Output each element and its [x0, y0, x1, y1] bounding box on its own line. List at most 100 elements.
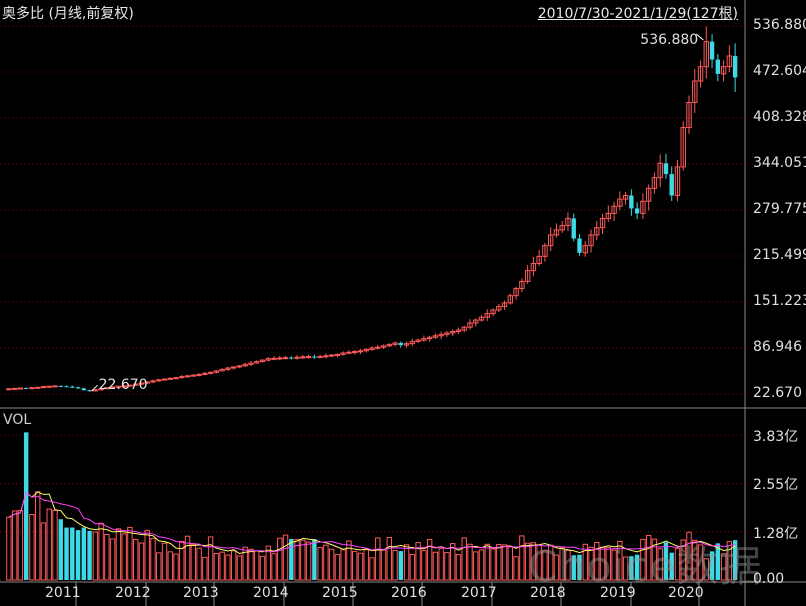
candle-body: [577, 238, 582, 253]
volume-bar: [524, 542, 531, 581]
volume-bar: [513, 556, 519, 581]
candle-body: [703, 41, 709, 68]
volume-bar: [248, 548, 254, 581]
price-tick-label: 408.328: [753, 108, 806, 125]
candle-body: [35, 386, 41, 389]
candle-body: [726, 55, 733, 68]
candle-body: [115, 385, 122, 388]
price-tick-label: 344.051: [753, 155, 806, 171]
volume-bar: [294, 539, 300, 581]
candle-body: [380, 345, 387, 348]
volume-bar: [426, 539, 433, 581]
x-tick-label: 2018: [530, 585, 566, 601]
volume-bar: [553, 554, 560, 581]
candle-body: [340, 352, 346, 355]
volume-bar: [300, 539, 306, 581]
candle-body: [248, 362, 254, 365]
volume-bar: [179, 540, 185, 581]
volume-bar: [312, 539, 317, 580]
volume-bar: [17, 510, 24, 581]
volume-bar: [254, 550, 260, 581]
x-tick-label: 2012: [115, 585, 151, 601]
volume-bar: [369, 557, 375, 581]
candle-body: [588, 234, 594, 247]
candle-body: [582, 245, 588, 254]
volume-bar: [715, 543, 721, 580]
x-tick-label: 2011: [45, 585, 81, 601]
volume-bar: [202, 556, 208, 581]
candle-body: [6, 388, 12, 391]
volume-tick-label: 2.55亿: [753, 477, 799, 494]
candle-body: [58, 385, 63, 387]
volume-bar: [444, 552, 450, 581]
volume-bar: [196, 547, 202, 581]
candle-body: [23, 388, 29, 390]
candle-body: [312, 356, 317, 358]
volume-bar: [352, 550, 358, 581]
candle-body: [167, 377, 173, 380]
volume-bar: [559, 547, 565, 581]
volume-bar: [542, 550, 548, 581]
candle-body: [398, 342, 404, 346]
candle-body: [605, 212, 612, 219]
candle-body: [150, 380, 156, 383]
candle-body: [473, 319, 479, 324]
volume-bar: [680, 539, 686, 581]
volume-bar: [305, 541, 312, 581]
volume-bar: [11, 510, 18, 581]
volume-bar: [144, 529, 150, 581]
volume-bar: [173, 553, 179, 581]
volume-bar: [150, 538, 156, 581]
volume-bar: [409, 553, 416, 581]
volume-bar: [617, 540, 623, 581]
volume-bar: [432, 551, 439, 581]
candle-body: [720, 66, 727, 75]
volume-bar: [213, 552, 220, 581]
volume-bar: [317, 547, 323, 581]
volume-bar: [127, 526, 133, 581]
volume-bar: [709, 551, 715, 580]
volume-bar: [70, 527, 75, 580]
volume-bar: [415, 542, 421, 581]
volume-tick-label: 3.83亿: [753, 429, 799, 445]
candle-body: [634, 208, 640, 214]
volume-bar: [328, 548, 335, 581]
candle-body: [213, 370, 220, 373]
volume-bar: [219, 551, 225, 581]
volume-bar: [651, 538, 658, 581]
low-pointer: [91, 384, 98, 392]
volume-bar: [52, 509, 58, 581]
candle-body: [536, 255, 542, 265]
volume-bar: [230, 550, 237, 581]
candle-body: [565, 217, 571, 227]
candle-body: [75, 387, 81, 389]
candle-body: [230, 366, 237, 369]
x-tick-label: 2020: [668, 585, 704, 601]
volume-bar: [455, 554, 462, 581]
volume-bar: [519, 535, 525, 581]
volume-bar: [265, 545, 271, 581]
volume-bar: [380, 549, 387, 581]
candle-body: [104, 387, 110, 390]
candle-body: [663, 163, 669, 175]
date-range[interactable]: 2010/7/30-2021/1/29(127根): [537, 6, 738, 22]
volume-bar: [663, 542, 669, 580]
volume-bar: [98, 522, 104, 581]
volume-bar: [398, 551, 404, 580]
volume-bar: [473, 551, 479, 581]
volume-bar: [271, 553, 277, 581]
volume-bar: [611, 549, 617, 581]
x-tick-label: 2013: [183, 585, 219, 601]
volume-bar: [588, 546, 594, 581]
candle-body: [46, 385, 52, 388]
candle-body: [29, 387, 35, 390]
volume-bar: [81, 527, 87, 580]
candle-body: [346, 351, 352, 354]
volume-bar: [92, 531, 99, 581]
candle-body: [674, 166, 681, 197]
volume-bar: [496, 543, 502, 581]
candle-body: [640, 200, 646, 214]
candle-body: [686, 101, 692, 129]
volume-bar: [467, 543, 473, 581]
candle-body: [179, 376, 185, 379]
